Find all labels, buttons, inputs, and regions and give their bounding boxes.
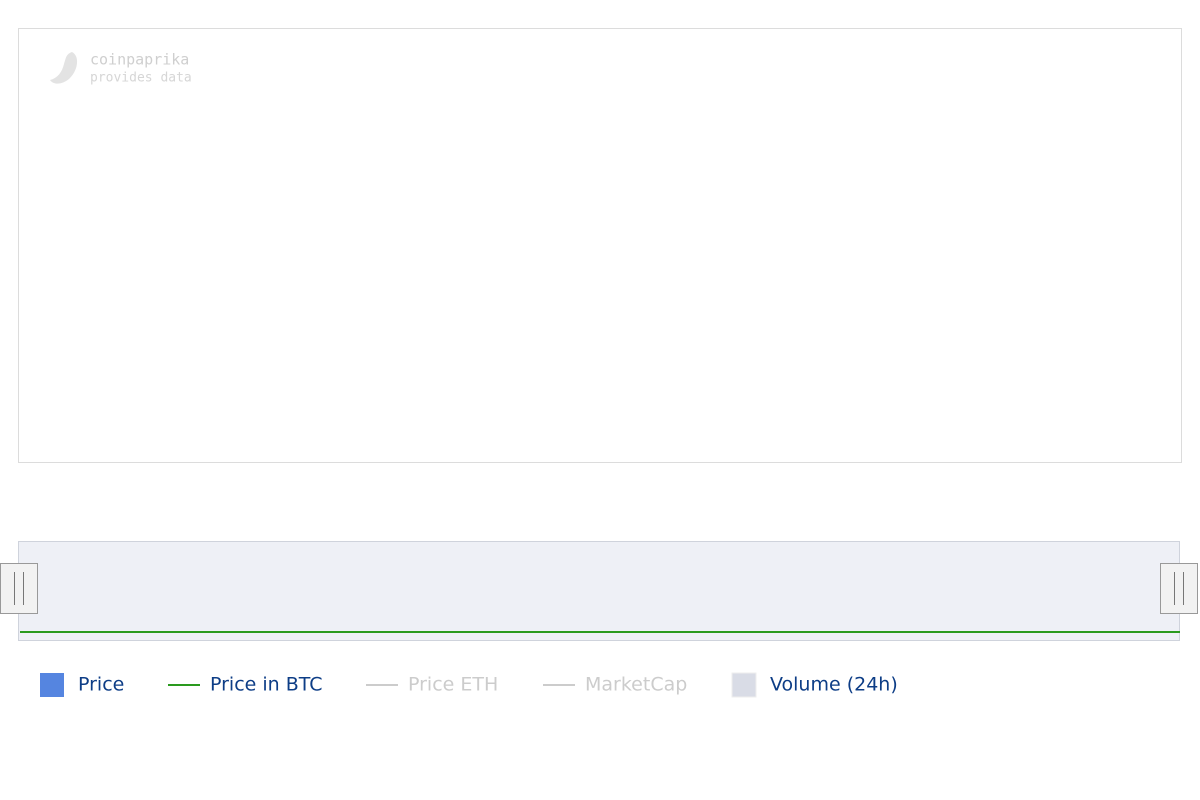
logo-icon [50, 52, 78, 84]
handle[interactable] [0, 563, 38, 614]
legend-label: Volume (24h) [770, 674, 898, 696]
legend-item[interactable]: Price [40, 673, 124, 697]
watermark-brand: coinpaprika [90, 51, 189, 69]
watermark-tagline: provides data [90, 71, 192, 86]
legend-item[interactable]: Volume (24h) [731, 672, 898, 698]
plot-frame [18, 28, 1182, 463]
navigator-frame [18, 541, 1180, 641]
legend-item[interactable]: MarketCap [543, 674, 687, 696]
legend-label: Price ETH [408, 674, 498, 696]
navigator-handle-left[interactable] [0, 563, 38, 614]
handle[interactable] [1160, 563, 1198, 614]
watermark: coinpaprika provides data [50, 51, 192, 86]
legend-item[interactable]: Price in BTC [168, 674, 323, 696]
legend-item[interactable]: Price ETH [366, 674, 498, 696]
legend-swatch [40, 673, 64, 697]
navigator-handle-right[interactable] [1160, 563, 1198, 614]
legend-label: Price [78, 674, 124, 696]
legend-label: MarketCap [585, 674, 687, 696]
legend-label: Price in BTC [210, 674, 323, 696]
legend-swatch [731, 672, 757, 698]
